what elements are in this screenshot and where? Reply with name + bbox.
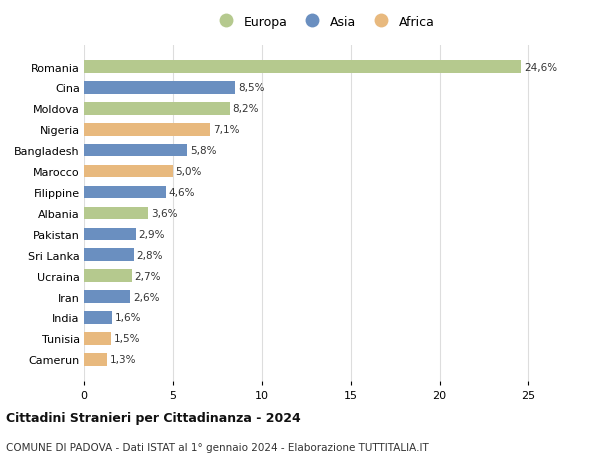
Text: 5,8%: 5,8% — [190, 146, 216, 156]
Text: 5,0%: 5,0% — [176, 167, 202, 177]
Bar — [84, 228, 136, 241]
Text: 1,5%: 1,5% — [113, 334, 140, 344]
Bar — [84, 103, 230, 115]
Bar — [84, 312, 112, 324]
Bar — [84, 291, 130, 303]
Bar — [84, 82, 235, 95]
Bar — [84, 165, 173, 178]
Text: 3,6%: 3,6% — [151, 208, 177, 218]
Text: 1,6%: 1,6% — [115, 313, 142, 323]
Bar — [84, 61, 521, 73]
Bar — [84, 332, 110, 345]
Text: 8,5%: 8,5% — [238, 83, 264, 93]
Text: 4,6%: 4,6% — [169, 188, 195, 197]
Text: 2,6%: 2,6% — [133, 292, 160, 302]
Bar — [84, 207, 148, 220]
Bar — [84, 186, 166, 199]
Text: 2,9%: 2,9% — [138, 230, 165, 239]
Text: 24,6%: 24,6% — [524, 62, 557, 73]
Bar — [84, 145, 187, 157]
Text: 2,7%: 2,7% — [134, 271, 161, 281]
Text: COMUNE DI PADOVA - Dati ISTAT al 1° gennaio 2024 - Elaborazione TUTTITALIA.IT: COMUNE DI PADOVA - Dati ISTAT al 1° genn… — [6, 442, 429, 452]
Legend: Europa, Asia, Africa: Europa, Asia, Africa — [210, 12, 438, 33]
Text: Cittadini Stranieri per Cittadinanza - 2024: Cittadini Stranieri per Cittadinanza - 2… — [6, 412, 301, 425]
Bar — [84, 124, 210, 136]
Bar — [84, 270, 132, 282]
Text: 8,2%: 8,2% — [232, 104, 259, 114]
Bar — [84, 353, 107, 366]
Bar — [84, 249, 134, 262]
Text: 1,3%: 1,3% — [110, 354, 136, 364]
Text: 2,8%: 2,8% — [136, 250, 163, 260]
Text: 7,1%: 7,1% — [213, 125, 239, 135]
